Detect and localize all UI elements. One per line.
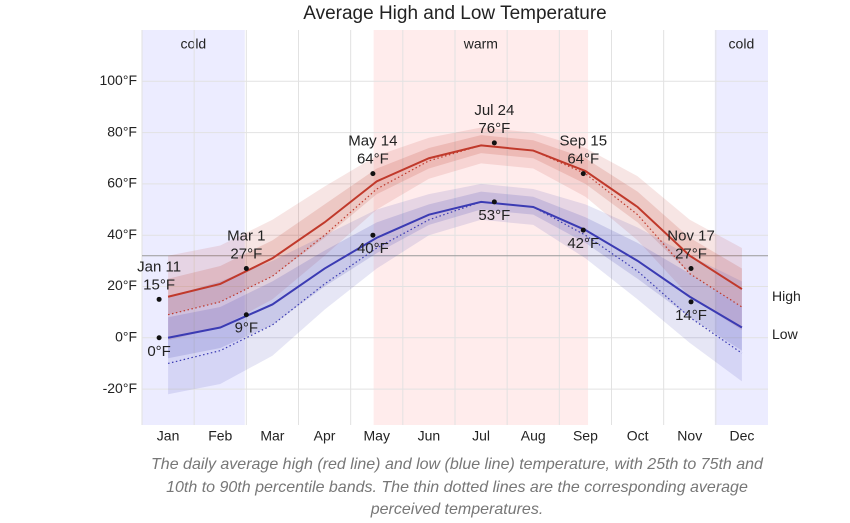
annotation-value: 40°F [357,240,389,257]
x-tick-label: Nov [677,428,702,444]
x-tick-label: Oct [627,428,649,444]
x-tick-label: Sep [573,428,598,444]
annotation-point [243,312,249,318]
season-band [373,30,589,425]
y-tick-label: 100°F [99,72,137,88]
x-tick-label: Jun [418,428,441,444]
annotation-value: 42°F [567,235,599,252]
annotation-point [243,266,249,272]
x-tick-label: Mar [260,428,284,444]
season-label: warm [463,36,498,52]
annotation-date: Mar 1 [227,228,265,245]
percentile-band [168,191,742,359]
annotation-point [491,140,497,146]
season-label: cold [181,36,207,52]
annotation-value: 14°F [675,307,707,324]
annotation-point [156,335,162,341]
y-tick-label: -20°F [103,380,137,396]
season-band [142,30,245,425]
season-label: cold [729,36,755,52]
chart-title: Average High and Low Temperature [303,3,607,24]
annotation-point [156,296,162,302]
percentile-band [168,183,742,395]
y-tick-label: 60°F [107,175,137,191]
x-tick-label: Apr [314,428,336,444]
annotation-point [688,266,694,272]
x-tick-label: Feb [208,428,232,444]
annotation-value: 53°F [478,207,510,224]
caption: The daily average high (red line) and lo… [151,456,764,473]
y-tick-label: 40°F [107,226,137,242]
y-tick-label: 80°F [107,123,137,139]
annotation-value: 64°F [357,151,389,168]
x-tick-label: Aug [521,428,546,444]
annotation-value: 15°F [143,276,175,293]
caption: 10th to 90th percentile bands. The thin … [166,479,748,496]
annotation-date: May 14 [348,133,397,150]
x-tick-label: Dec [729,428,754,444]
x-tick-label: Jan [157,428,180,444]
y-tick-label: 20°F [107,277,137,293]
annotation-point [688,299,694,305]
season-band [714,30,768,425]
annotation-value: 64°F [567,151,599,168]
annotation-date: Jan 11 [137,258,181,275]
annotation-point [370,232,376,238]
annotation-point [370,171,376,177]
annotation-value: 9°F [235,320,259,337]
perceived-line [167,201,743,365]
legend-label: High [772,288,801,304]
annotation-value: 27°F [675,246,707,263]
annotation-value: 76°F [478,120,510,137]
annotation-value: 27°F [230,246,262,263]
annotation-date: Nov 17 [667,228,715,245]
caption: perceived temperatures. [370,501,544,518]
legend-label: Low [772,326,799,342]
annotation-point [580,171,586,177]
x-tick-label: May [364,428,390,444]
annotation-value: 0°F [147,343,171,360]
annotation-date: Sep 15 [560,133,608,150]
series-line [167,200,743,339]
series-line [167,144,743,298]
annotation-date: Jul 24 [474,102,514,119]
annotation-point [491,199,497,205]
y-tick-label: 0°F [115,328,137,344]
annotation-point [580,227,586,233]
x-tick-label: Jul [472,428,490,444]
